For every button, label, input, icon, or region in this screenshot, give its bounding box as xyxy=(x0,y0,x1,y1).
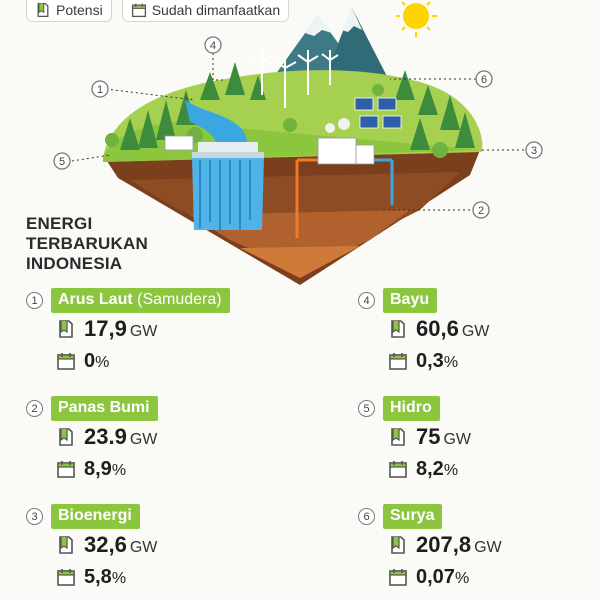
title-line-2: TERBARUKAN xyxy=(26,234,148,253)
potential-value: 17,9 GW xyxy=(84,316,158,341)
legend: Potensi Sudah dimanfaatkan xyxy=(26,0,290,22)
utilized-row: 0% xyxy=(56,345,230,377)
entry-name-pill: Arus Laut (Samudera) xyxy=(51,288,230,313)
entry-name-pill: Panas Bumi xyxy=(51,396,158,421)
utilized-value: 0% xyxy=(84,349,110,372)
legend-dimanfaatkan: Sudah dimanfaatkan xyxy=(121,0,290,22)
entry-name: Hidro xyxy=(390,399,432,416)
calendar-icon xyxy=(389,353,407,370)
potential-value: 32,6 GW xyxy=(84,532,158,557)
callout-circles: 1 4 6 3 2 5 xyxy=(53,36,543,219)
entry-surya: 6 Surya 207,8 GW 0,07% xyxy=(358,504,502,593)
river xyxy=(185,100,247,152)
hydro-dam xyxy=(192,142,264,232)
bookmark-icon xyxy=(37,2,49,18)
title-line-1: ENERGI xyxy=(26,214,93,233)
entry-name: Panas Bumi xyxy=(58,399,150,416)
potential-row: 23.9 GW xyxy=(56,421,158,453)
callout-lines xyxy=(71,53,524,211)
wind-turbines xyxy=(251,50,339,108)
potential-row: 75 GW xyxy=(388,421,471,453)
entry-number: 2 xyxy=(26,400,43,417)
entry-subname: (Samudera) xyxy=(137,291,222,308)
bookmark-icon xyxy=(59,428,73,446)
entry-name-pill: Bayu xyxy=(383,288,438,313)
potential-row: 17,9 GW xyxy=(56,313,230,345)
potential-value: 207,8 GW xyxy=(416,532,502,557)
page-title: ENERGI TERBARUKAN INDONESIA xyxy=(26,214,148,274)
bookmark-icon xyxy=(59,536,73,554)
entry-name: Surya xyxy=(390,507,435,524)
entry-name: Bioenergi xyxy=(58,507,132,524)
island-soil xyxy=(105,150,480,285)
utilized-value: 8,9% xyxy=(84,457,127,480)
legend-potensi: Potensi xyxy=(26,0,112,22)
calendar-icon xyxy=(57,461,75,478)
svg-text:4: 4 xyxy=(210,40,216,52)
floating-island-illustration: 1 4 6 3 2 5 xyxy=(53,1,543,285)
svg-text:1: 1 xyxy=(97,84,103,96)
entry-name-pill: Bioenergi xyxy=(51,504,140,529)
entry-bioenergi: 3 Bioenergi 32,6 GW 5,8% xyxy=(26,504,157,593)
geothermal-plant xyxy=(295,118,394,238)
bookmark-icon xyxy=(59,320,73,338)
entry-name-pill: Hidro xyxy=(383,396,440,421)
bookmark-icon xyxy=(391,428,405,446)
entry-arus-laut: 1 Arus Laut (Samudera) 17,9 GW 0% xyxy=(26,288,230,377)
callout-5: 5 xyxy=(53,152,71,170)
entry-number: 4 xyxy=(358,292,375,309)
entry-number: 6 xyxy=(358,508,375,525)
callout-2: 2 xyxy=(472,201,490,219)
svg-text:2: 2 xyxy=(478,205,484,217)
calendar-icon xyxy=(57,569,75,586)
entry-bayu: 4 Bayu 60,6 GW 0,3% xyxy=(358,288,489,377)
legend-potensi-label: Potensi xyxy=(56,2,103,18)
entry-name-pill: Surya xyxy=(383,504,443,529)
calendar-icon xyxy=(389,461,407,478)
potential-row: 32,6 GW xyxy=(56,529,157,561)
entry-panas-bumi: 2 Panas Bumi 23.9 GW 8,9% xyxy=(26,396,158,485)
callout-4: 4 xyxy=(204,36,222,54)
small-building xyxy=(164,135,194,151)
potential-value: 60,6 GW xyxy=(416,316,490,341)
utilized-value: 0,07% xyxy=(416,565,470,588)
potential-value: 23.9 GW xyxy=(84,424,158,449)
entry-name: Arus Laut xyxy=(58,291,133,308)
utilized-value: 0,3% xyxy=(416,349,459,372)
svg-text:5: 5 xyxy=(59,156,65,168)
utilized-value: 5,8% xyxy=(84,565,127,588)
calendar-icon xyxy=(131,3,146,18)
solar-panels xyxy=(354,97,402,129)
title-line-3: INDONESIA xyxy=(26,254,123,273)
entry-number: 5 xyxy=(358,400,375,417)
potential-row: 207,8 GW xyxy=(388,529,502,561)
callout-6: 6 xyxy=(475,70,493,88)
utilized-row: 5,8% xyxy=(56,561,157,593)
callout-1: 1 xyxy=(91,80,109,98)
sun-icon xyxy=(396,1,437,37)
svg-text:3: 3 xyxy=(531,145,537,157)
legend-dimanfaatkan-label: Sudah dimanfaatkan xyxy=(151,2,281,18)
utilized-row: 8,9% xyxy=(56,453,158,485)
svg-text:6: 6 xyxy=(481,74,487,86)
entry-name: Bayu xyxy=(390,291,430,308)
entry-hidro: 5 Hidro 75 GW 8,2% xyxy=(358,396,471,485)
utilized-row: 8,2% xyxy=(388,453,471,485)
bookmark-icon xyxy=(391,320,405,338)
utilized-row: 0,07% xyxy=(388,561,502,593)
callout-3: 3 xyxy=(525,141,543,159)
potential-row: 60,6 GW xyxy=(388,313,489,345)
utilized-row: 0,3% xyxy=(388,345,489,377)
entry-number: 3 xyxy=(26,508,43,525)
utilized-value: 8,2% xyxy=(416,457,459,480)
entry-number: 1 xyxy=(26,292,43,309)
bookmark-icon xyxy=(391,536,405,554)
calendar-icon xyxy=(389,569,407,586)
calendar-icon xyxy=(57,353,75,370)
potential-value: 75 GW xyxy=(416,424,472,449)
